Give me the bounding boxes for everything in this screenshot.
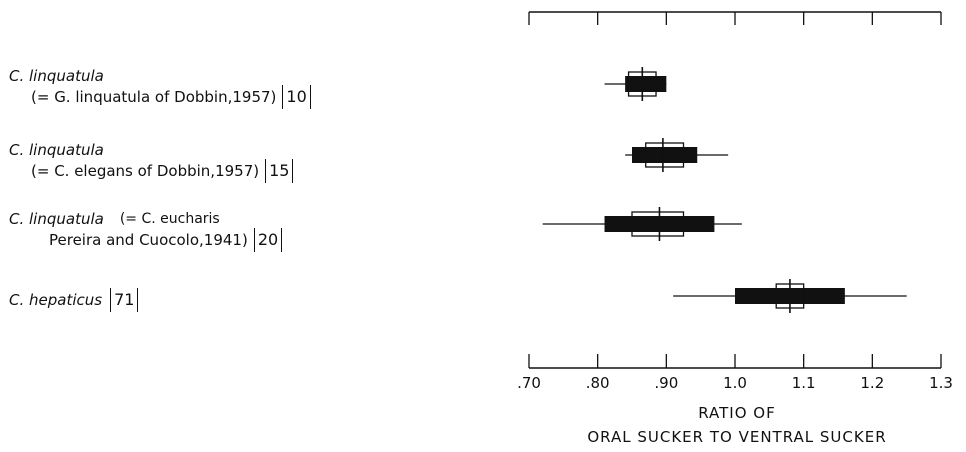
sample-size: 71 [110,288,139,312]
sample-size: 15 [265,159,294,183]
sd-bar [632,147,698,163]
sample-size: 20 [253,228,283,252]
species-note: (= G. linquatula of Dobbin,1957) [31,88,277,106]
x-tick-label: 1.3 [929,374,953,392]
species-label-2: C. linquatula (= C. elegans of Dobbin,19… [9,141,294,183]
species-note: (= C. elegans of Dobbin,1957) [31,162,260,180]
x-tick-label: 1.2 [860,374,884,392]
species-name: C. hepaticus [9,291,103,309]
species-name: C. linquatula [9,141,104,159]
ci-box [631,211,685,237]
species-label-1: C. linquatula (= G. linquatula of Dobbin… [9,67,311,109]
species-label-3: C. linquatula (= C. eucharis Pereira and… [9,210,283,252]
species-name: C. linquatula [9,67,104,85]
x-axis-title-line2: ORAL SUCKER TO VENTRAL SUCKER [587,428,887,446]
species-label-4: C. hepaticus 71 [9,288,139,312]
species-name: C. linquatula [9,210,104,228]
x-tick-label: .70 [517,374,541,392]
species-note: Pereira and Cuocolo,1941) [49,231,248,249]
sample-size: 10 [282,85,311,109]
x-tick-label: .80 [586,374,610,392]
x-axis-title-line1: RATIO OF [698,404,776,422]
x-tick-label: 1.0 [723,374,747,392]
sd-bar [625,76,667,92]
x-tick-label: .90 [654,374,678,392]
x-tick-label: 1.1 [792,374,816,392]
ci-box [645,142,685,168]
species-note-extra: (= C. eucharis [119,211,220,227]
